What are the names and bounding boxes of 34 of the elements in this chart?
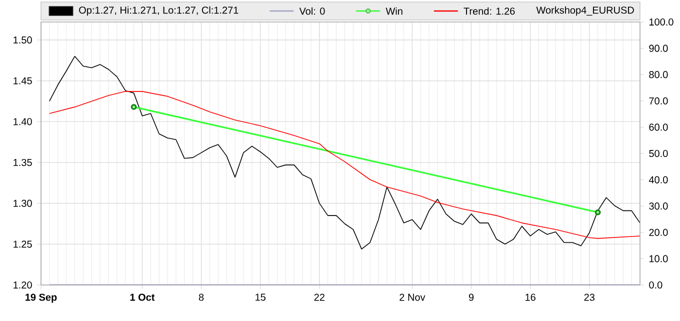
y2-tick-label: 60.0 [649,124,668,131]
legend-label: Trend: 1.26 [464,7,515,15]
x-tick-label: 1 Oct [130,294,155,301]
x-tick-label: 19 Sep [26,294,57,303]
chart-title: Workshop4_EURUSD [536,6,634,16]
legend-label: Op:1.27, Hi:1.271, Lo:1.27, Cl:1.271 [79,6,238,16]
x-tick-label: 8 [198,294,204,301]
x-tick-label: 16 [526,294,536,301]
y2-tick-label: 0.0 [649,281,662,289]
y2-tick-label: 30.0 [649,202,668,210]
y2-tick-label: 20.0 [649,228,668,236]
y2-tick-label: 100.0 [649,18,674,26]
y-tick-label: 1.30 [14,200,32,207]
y2-tick-label: 80.0 [649,71,668,78]
y-tick-label: 1.40 [14,118,32,126]
y-tick-label: 1.20 [14,281,32,289]
y2-tick-label: 90.0 [649,44,668,52]
x-tick-label: 2 Nov [400,294,426,301]
y-tick-label: 1.50 [14,36,32,44]
line-series [49,91,640,239]
y2-tick-label: 40.0 [648,176,668,184]
y2-tick-label: 70.0 [649,97,668,104]
legend-label: Win [386,7,402,15]
x-tick-label: 23 [584,294,595,301]
x-tick-label: 9 [468,294,474,301]
y-tick-label: 1.45 [14,77,32,84]
y2-tick-label: 10.0 [649,255,668,262]
line-series [49,56,640,250]
x-tick-label: 22 [314,294,324,301]
legend-label: Vol: 0 [299,7,325,15]
y-tick-label: 1.35 [14,158,32,166]
x-tick-label: 15 [256,294,266,301]
y-tick-label: 1.25 [14,240,32,248]
y2-tick-label: 50.0 [649,150,668,158]
